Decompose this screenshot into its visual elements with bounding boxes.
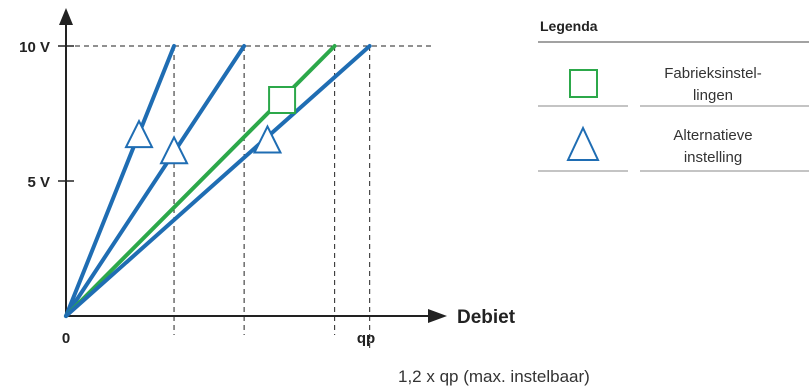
axis-labels: 10 V 5 V 0 qp Debiet 1,2 x qp (max. inst… [19,39,590,386]
legend-square-icon [569,69,598,98]
axes [58,8,447,323]
max-setting-note: 1,2 x qp (max. instelbaar) [398,367,590,386]
marker-4-triangle-icon [252,124,283,154]
marker-2-triangle-icon [159,135,189,165]
legend-triangle-icon [566,125,600,161]
series-markers [124,86,297,165]
marker-1-triangle-icon [124,118,154,149]
legend-label-alternative-line2: instelling [684,149,742,166]
x-axis-title: Debiet [457,307,516,328]
legend: Legenda Fabrieksinstel- lingen Alternati… [538,18,809,172]
series-line-2-alternative [64,44,247,318]
legend-label-alternative-line1: Alternatieve [673,127,752,144]
series-lines [64,44,372,318]
x-tick-label-0: 0 [62,330,70,347]
x-tick-label-qp: qp [357,330,375,347]
legend-label-factory-line1: Fabrieksinstel- [664,65,762,82]
legend-title: Legenda [540,18,598,34]
x-axis-arrow-icon [428,309,447,323]
series-line-4-alternative [64,44,372,318]
series-line-1-alternative [64,44,177,318]
y-axis-arrow-icon [59,8,73,25]
marker-3-square-icon [268,86,297,114]
y-tick-label-10v: 10 V [19,39,50,56]
y-tick-label-5v: 5 V [27,174,50,191]
legend-label-factory-line2: lingen [693,87,733,104]
dashed-guides [66,45,432,352]
